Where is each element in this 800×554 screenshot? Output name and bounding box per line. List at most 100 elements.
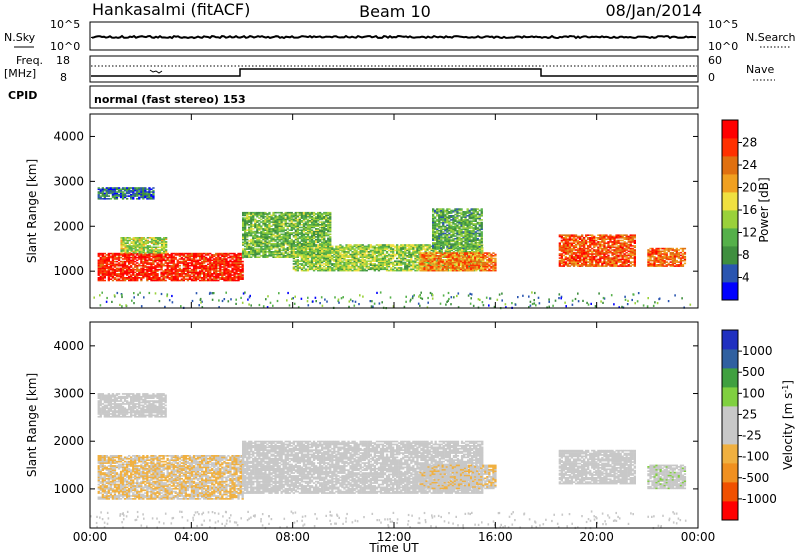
nsky-right-tick-bottom: 10^0 [708,40,738,53]
power-region [432,208,483,249]
power-colorbar-swatch [722,120,738,139]
velocity-colorbar-swatch [722,330,738,350]
power-data-layer [93,187,692,310]
power-region [97,187,155,200]
power-region [120,237,168,254]
freq-left-tick-bottom: 8 [60,71,67,84]
power-colorbar-swatches [722,120,738,301]
nsky-frame [89,21,699,51]
velocity-colorbar-tick-label: 25 [742,407,757,421]
power-colorbar: 28 24 20 16 12 8 4 Power [dB] [721,119,771,301]
x-tick-label: 08:00 [275,530,310,544]
x-tick-label: 04:00 [174,530,209,544]
power-region [419,252,497,272]
x-tick-label: 12:00 [377,530,412,544]
power-y-tick-label: 1000 [53,264,84,278]
power-y-ticks: 1000 2000 3000 4000 [53,129,698,278]
velocity-colorbar-swatch [722,387,738,407]
power-colorbar-swatch [722,228,738,247]
freq-right-tick-bottom: 0 [708,71,715,84]
beam-title: Beam 10 [359,2,431,21]
velocity-y-tick-label: 4000 [53,339,84,353]
velocity-colorbar-tick-label: -1000 [742,492,777,506]
power-colorbar-swatch [722,138,738,157]
velocity-region [558,449,636,485]
power-region [97,252,244,282]
power-colorbar-tick-label: 12 [742,226,757,240]
nsky-right-tick-top: 10^5 [708,18,738,31]
velocity-colorbar-tick-label: 1000 [742,344,773,358]
power-y-tick-label: 4000 [53,129,84,143]
velocity-colorbar-swatch [722,425,738,445]
velocity-colorbar-ticks: 1000 500 100 25 -25 -100 -500 -1000 [738,344,777,506]
nsky-label: N.Sky [4,31,36,44]
power-colorbar-swatch [722,174,738,193]
power-panel: 1000 2000 3000 4000 Slant Range [km] [25,113,699,310]
velocity-region [97,455,244,500]
power-colorbar-tick-label: 24 [742,158,757,172]
velocity-y-tick-label: 3000 [53,387,84,401]
cpid-frame [89,85,699,109]
nave-label: Nave [746,63,774,76]
time-x-axis-label: Time UT [368,541,419,554]
power-colorbar-swatch [722,282,738,301]
power-colorbar-tick-label: 28 [742,136,757,150]
velocity-y-tick-label: 1000 [53,482,84,496]
velocity-colorbar-swatch [722,501,738,521]
power-colorbar-ticks: 28 24 20 16 12 8 4 [738,136,757,285]
velocity-y-axis-label: Slant Range [km] [25,373,39,477]
velocity-colorbar-swatch [722,482,738,502]
velocity-colorbar-swatch [722,444,738,464]
nsearch-label: N.Search [746,31,796,44]
velocity-colorbar-swatch [722,406,738,426]
freq-trace [91,68,697,77]
cpid-panel: CPID normal (fast stereo) 153 [8,85,699,109]
freq-frame [89,55,699,83]
freq-label: Freq. [16,54,43,67]
station-title: Hankasalmi (fitACF) [92,0,250,19]
nsky-trace [91,34,696,40]
velocity-colorbar-tick-label: -500 [742,471,769,485]
power-colorbar-swatch [722,192,738,211]
velocity-region [419,464,497,490]
x-tick-label: 00:00 [681,530,716,544]
power-y-tick-label: 2000 [53,219,84,233]
velocity-colorbar-tick-label: 500 [742,365,765,379]
velocity-colorbar-swatches [722,330,738,521]
x-tick-label: 20:00 [579,530,614,544]
velocity-colorbar-label: Velocity [m s-1] [781,380,796,470]
power-y-axis-label: Slant Range [km] [25,159,39,263]
nsky-left-tick-bottom: 10^0 [50,40,80,53]
freq-right-tick-top: 60 [708,54,722,67]
power-colorbar-swatch [722,156,738,175]
cpid-text: normal (fast stereo) 153 [94,93,246,106]
velocity-panel: 1000 2000 3000 4000 Slant Range [km] [25,321,699,530]
power-colorbar-tick-label: 20 [742,181,757,195]
velocity-region [647,464,687,490]
freq-left-tick-top: 18 [56,54,70,67]
x-tick-label: 00:00 [73,530,108,544]
velocity-colorbar-frame [721,329,739,521]
velocity-y-tick-label: 2000 [53,434,84,448]
power-colorbar-label: Power [dB] [757,177,771,242]
power-colorbar-swatch [722,264,738,283]
velocity-data-layer [90,393,687,530]
power-colorbar-tick-label: 4 [742,271,750,285]
power-colorbar-swatch [722,210,738,229]
power-near-range-speckle [93,291,692,310]
freq-panel: Freq. [MHz] 18 8 60 0 Nave [4,54,775,84]
power-colorbar-tick-label: 16 [742,203,757,217]
nsky-panel: N.Sky 10^5 10^0 10^5 10^0 N.Search [4,18,796,53]
velocity-colorbar-swatch [722,349,738,369]
velocity-plot-area [90,322,698,528]
power-region [647,247,687,267]
velocity-colorbar-swatch [722,463,738,483]
freq-unit-label: [MHz] [4,67,36,80]
velocity-colorbar-tick-label: -25 [742,429,762,443]
velocity-region [97,393,167,418]
date-title: 08/Jan/2014 [605,1,702,20]
time-x-ticks: 00:00 04:00 08:00 12:00 16:00 20:00 00:00 [73,114,716,544]
x-tick-label: 16:00 [478,530,513,544]
freq-noise-mark [149,69,163,74]
